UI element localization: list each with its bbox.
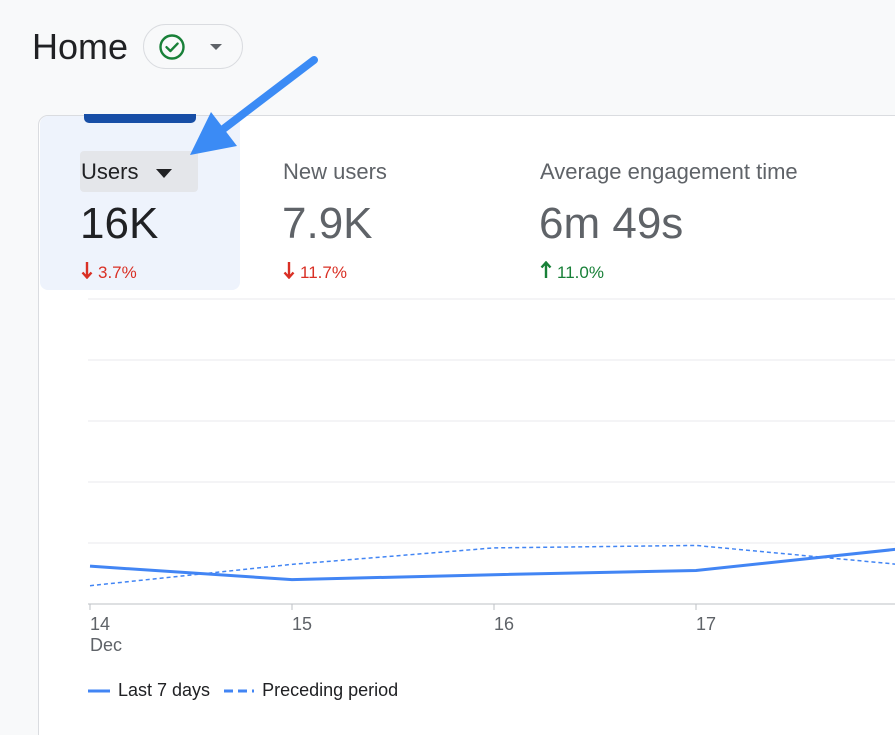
- caret-down-icon: [155, 167, 173, 185]
- x-tick-label: 17: [696, 614, 717, 634]
- x-tick-label: 16: [494, 614, 515, 634]
- arrow-down-icon: [283, 261, 295, 285]
- check-circle-icon: [158, 33, 186, 66]
- metric-change-users: 3.7%: [81, 261, 137, 285]
- metric-selector-dropdown[interactable]: [80, 151, 198, 192]
- metric-value-engagement-time: 6m 49s: [539, 199, 684, 248]
- metric-change-engagement-time: 11.0%: [540, 260, 604, 285]
- metric-value-new-users: 7.9K: [282, 199, 373, 248]
- chart-legend: Last 7 days Preceding period: [88, 680, 412, 701]
- metric-label-new-users[interactable]: New users: [283, 159, 387, 184]
- legend-solid-swatch: [88, 689, 110, 692]
- x-tick-label: 14: [90, 614, 111, 634]
- series-line-preceding-period[interactable]: [89, 544, 895, 587]
- legend-item-last-7-days[interactable]: Last 7 days: [88, 680, 210, 701]
- metric-value-users: 16K: [80, 199, 159, 248]
- metric-label-users: Users: [81, 159, 139, 184]
- selected-tab-indicator: [84, 114, 196, 123]
- page-title: Home: [32, 26, 129, 67]
- legend-dashed-swatch: [224, 689, 255, 692]
- metric-label-engagement-time[interactable]: Average engagement time: [540, 159, 798, 184]
- x-tick-label: 15: [292, 614, 313, 634]
- caret-down-icon: [208, 39, 224, 60]
- x-tick-sublabel: Dec: [90, 635, 123, 655]
- arrow-up-icon: [540, 260, 552, 285]
- legend-item-preceding-period[interactable]: Preceding period: [224, 680, 398, 701]
- arrow-down-icon: [81, 261, 93, 285]
- metric-change-new-users: 11.7%: [283, 261, 347, 285]
- series-line-last-7-days[interactable]: [89, 547, 895, 582]
